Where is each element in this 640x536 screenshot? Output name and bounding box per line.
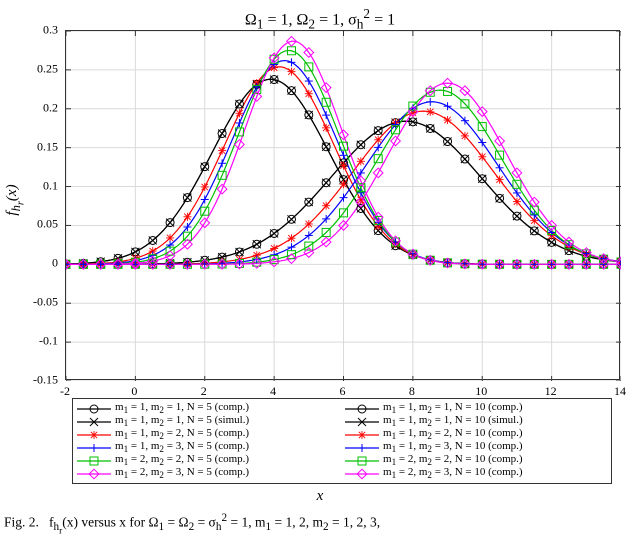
legend: m1 = 1, m2 = 1, N = 5 (comp.)m1 = 1, m2 …	[72, 398, 612, 484]
y-tick-label: 0.2	[8, 100, 58, 115]
legend-swatch	[345, 416, 379, 428]
y-tick-label: -0.05	[8, 295, 58, 310]
legend-item: m1 = 1, m2 = 1, N = 10 (simul.)	[345, 415, 607, 428]
x-tick-label: 2	[201, 384, 207, 399]
y-tick-label: 0.3	[8, 23, 58, 38]
legend-swatch	[345, 429, 379, 441]
y-tick-label: -0.1	[8, 334, 58, 349]
legend-swatch	[77, 442, 111, 454]
legend-label: m1 = 2, m2 = 3, N = 10 (comp.)	[383, 466, 523, 480]
legend-item: m1 = 1, m2 = 1, N = 5 (simul.)	[77, 415, 339, 428]
legend-item: m1 = 1, m2 = 1, N = 5 (comp.)	[77, 402, 339, 415]
chart-title: Ω1 = 1, Ω2 = 1, σh2 = 1	[0, 6, 640, 33]
legend-item: m1 = 1, m2 = 2, N = 5 (comp.)	[77, 428, 339, 441]
figure-container: Ω1 = 1, Ω2 = 1, σh2 = 1 fhr(x) -0.15-0.1…	[0, 0, 640, 535]
x-tick-label: 10	[475, 384, 487, 399]
x-axis-label: x	[0, 488, 640, 505]
x-tick-label: 12	[545, 384, 557, 399]
legend-item: m1 = 1, m2 = 2, N = 10 (comp.)	[345, 428, 607, 441]
y-tick-label: -0.15	[8, 373, 58, 388]
legend-item: m1 = 1, m2 = 3, N = 10 (comp.)	[345, 441, 607, 454]
plot-area	[65, 30, 620, 380]
x-tick-label: 6	[340, 384, 346, 399]
legend-swatch	[77, 455, 111, 467]
legend-item: m1 = 1, m2 = 3, N = 5 (comp.)	[77, 441, 339, 454]
x-tick-label: 8	[409, 384, 415, 399]
legend-item: m1 = 2, m2 = 3, N = 5 (comp.)	[77, 467, 339, 480]
figure-caption: Fig. 2. fhr(x) versus x for Ω1 = Ω2 = σh…	[0, 512, 640, 536]
legend-item: m1 = 2, m2 = 2, N = 5 (comp.)	[77, 454, 339, 467]
legend-item: m1 = 2, m2 = 3, N = 10 (comp.)	[345, 467, 607, 480]
legend-swatch	[345, 455, 379, 467]
legend-swatch	[345, 442, 379, 454]
x-tick-label: 0	[131, 384, 137, 399]
x-tick-label: 4	[270, 384, 276, 399]
legend-swatch	[345, 403, 379, 415]
y-tick-label: 0.25	[8, 61, 58, 76]
legend-swatch	[345, 468, 379, 480]
y-tick-label: 0.1	[8, 178, 58, 193]
legend-item: m1 = 2, m2 = 2, N = 10 (comp.)	[345, 454, 607, 467]
legend-label: m1 = 2, m2 = 3, N = 5 (comp.)	[115, 466, 249, 480]
legend-swatch	[77, 403, 111, 415]
y-tick-label: 0.05	[8, 217, 58, 232]
x-tick-label: 14	[614, 384, 626, 399]
y-tick-label: 0.15	[8, 139, 58, 154]
legend-swatch	[77, 468, 111, 480]
legend-swatch	[77, 429, 111, 441]
y-tick-label: 0	[8, 256, 58, 271]
x-tick-label: -2	[60, 384, 70, 399]
legend-item: m1 = 1, m2 = 1, N = 10 (comp.)	[345, 402, 607, 415]
legend-swatch	[77, 416, 111, 428]
plot-svg	[66, 31, 621, 381]
